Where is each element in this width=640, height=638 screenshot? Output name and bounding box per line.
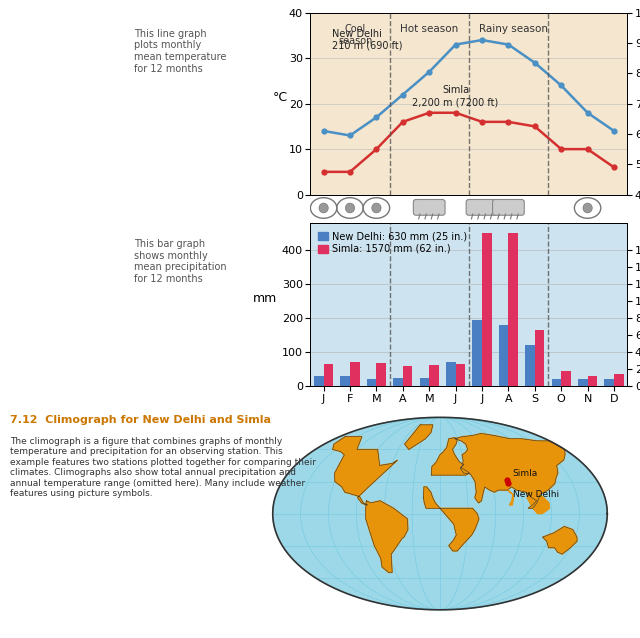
Text: 7.12  Climograph for New Delhi and Simla: 7.12 Climograph for New Delhi and Simla [10,415,271,425]
Polygon shape [404,425,433,449]
Polygon shape [543,526,577,554]
Bar [605,379,614,386]
Bar [614,374,623,386]
Text: This bar graph
shows monthly
mean precipitation
for 12 months: This bar graph shows monthly mean precip… [134,239,227,284]
Text: Hot season: Hot season [400,24,458,34]
Bar [367,378,376,386]
Polygon shape [273,417,607,610]
Polygon shape [431,438,470,475]
Bar [552,379,561,386]
Legend: New Delhi: 630 mm (25 in.), Simla: 1570 mm (62 in.): New Delhi: 630 mm (25 in.), Simla: 1570 … [316,228,470,257]
FancyBboxPatch shape [493,200,524,215]
Text: The climograph is a figure that combines graphs of monthly
temperature and preci: The climograph is a figure that combines… [10,437,316,498]
Bar [561,371,571,386]
Bar [403,366,412,386]
Bar [314,376,324,386]
Polygon shape [553,466,557,479]
Bar [482,234,492,386]
Bar [578,379,588,386]
Text: This line graph
plots monthly
mean temperature
for 12 months: This line graph plots monthly mean tempe… [134,29,227,73]
Bar [535,330,544,386]
Text: Cool
season: Cool season [338,24,372,46]
Polygon shape [366,501,408,572]
Bar [456,364,465,386]
Y-axis label: mm: mm [253,292,277,305]
Bar [446,362,456,386]
Bar [376,363,386,386]
Bar [499,325,508,386]
Bar [508,234,518,386]
FancyBboxPatch shape [413,200,445,215]
Polygon shape [424,487,479,551]
Ellipse shape [319,203,328,213]
Ellipse shape [583,203,592,213]
Bar [472,320,482,386]
Text: Rainy season: Rainy season [479,24,548,34]
Bar [429,365,438,386]
Y-axis label: °C: °C [273,91,288,103]
Text: Simla
2,200 m (7200 ft): Simla 2,200 m (7200 ft) [412,85,499,107]
Ellipse shape [346,203,355,213]
Text: New Delhi
210 m (690 ft): New Delhi 210 m (690 ft) [332,29,402,50]
Ellipse shape [372,203,381,213]
Bar [324,364,333,386]
Text: Simla: Simla [512,469,538,478]
Polygon shape [501,490,513,505]
Bar [525,345,535,386]
Polygon shape [527,490,550,514]
Polygon shape [454,433,565,508]
Bar [340,376,350,386]
Bar [394,378,403,386]
FancyBboxPatch shape [466,200,498,215]
Bar [350,362,360,386]
Bar [588,376,597,386]
Bar [420,378,429,386]
Text: New Delhi: New Delhi [513,489,559,498]
Polygon shape [333,436,397,505]
